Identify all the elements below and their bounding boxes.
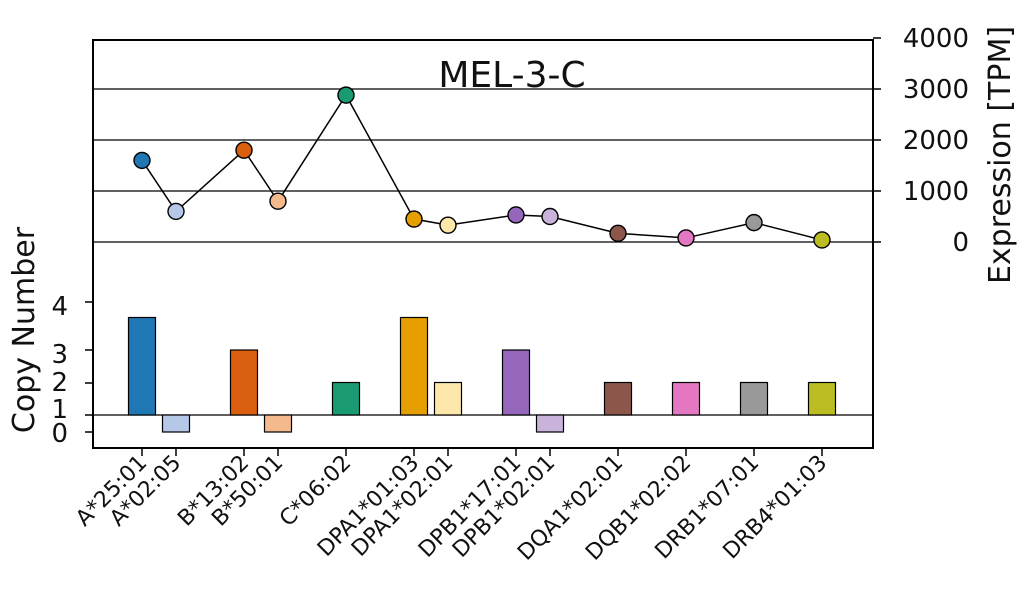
plot-frame	[92, 39, 874, 449]
copy-number-tick-label: 2	[51, 368, 68, 398]
copy-number-bar	[671, 381, 701, 416]
expression-point	[269, 192, 287, 210]
expression-point	[167, 202, 185, 221]
copy-number-tick-label: 3	[51, 340, 68, 370]
copy-number-bar	[127, 316, 157, 416]
expression-point	[541, 207, 559, 226]
copy-number-tick-label: 1	[51, 395, 68, 425]
expression-point	[405, 210, 423, 228]
copy-number-tick-label: 4	[51, 292, 68, 322]
expression-point	[609, 224, 627, 243]
expression-tick-label: 4000	[903, 24, 969, 54]
expression-tick-label: 0	[952, 228, 969, 258]
plot-border	[92, 39, 874, 449]
expression-axis-label: Expression [TPM]	[983, 26, 1018, 284]
chart-title: MEL-3-C	[438, 55, 585, 96]
expression-point	[813, 231, 831, 249]
expression-point	[337, 86, 355, 104]
copy-number-bars	[127, 316, 837, 433]
copy-number-bar	[229, 349, 259, 416]
expression-tick-label: 1000	[903, 177, 969, 207]
copy-number-bar	[331, 381, 361, 416]
expression-series-line	[141, 93, 823, 241]
copy-number-axis-label: Copy Number	[7, 226, 42, 433]
expression-point	[439, 216, 457, 234]
expression-axis: 0 1000 2000 3000 4000	[873, 24, 969, 258]
expression-point	[507, 206, 525, 224]
copy-number-bar	[501, 349, 531, 416]
copy-number-bar	[603, 381, 633, 416]
copy-number-bar	[263, 414, 293, 433]
expression-point	[745, 213, 763, 232]
expression-points	[133, 86, 831, 249]
copy-number-bar	[161, 414, 191, 433]
expression-point	[133, 151, 151, 170]
expression-line	[141, 93, 823, 241]
expression-tick-label: 2000	[903, 126, 969, 156]
x-axis: A*25:01A*02:05B*13:02B*50:01C*06:02DPA1*…	[71, 448, 832, 566]
copy-number-bar	[433, 381, 463, 416]
copy-number-tick-label: 0	[51, 419, 68, 449]
expression-tick-label: 3000	[903, 75, 969, 105]
copy-number-bar	[739, 381, 769, 416]
gridlines	[93, 88, 873, 416]
expression-point	[235, 141, 253, 159]
expression-point	[677, 229, 695, 247]
copy-number-bar	[399, 316, 429, 416]
copy-number-bar	[807, 381, 837, 416]
copy-number-bar	[535, 414, 565, 433]
